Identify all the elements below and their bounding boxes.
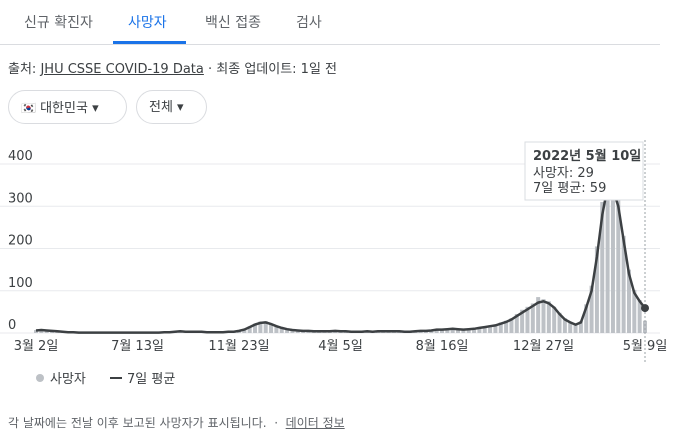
bar [643, 320, 647, 333]
bar [584, 304, 589, 333]
bar [34, 330, 38, 333]
y-tick-label: 0 [8, 318, 16, 333]
bar [610, 175, 615, 333]
source-link[interactable]: JHU CSSE COVID-19 Data [40, 62, 204, 77]
bar [269, 323, 274, 333]
bar [263, 321, 268, 333]
bar [568, 321, 573, 333]
bar [450, 328, 455, 333]
bar [626, 269, 631, 333]
x-tick-label: 8월 16일 [416, 339, 469, 354]
y-tick-label: 200 [8, 234, 33, 249]
bar [440, 329, 444, 333]
bar [258, 321, 263, 333]
bar [600, 202, 605, 333]
bar [632, 289, 637, 333]
bar [573, 323, 578, 333]
bar [557, 312, 562, 333]
y-tick-label: 300 [8, 191, 33, 206]
y-tick-label: 400 [8, 149, 33, 164]
bar [39, 329, 44, 333]
bar [616, 199, 621, 333]
range-dropdown[interactable]: 전체 ▾ [136, 90, 207, 124]
bar [520, 309, 525, 333]
bar [594, 246, 599, 333]
data-info-link[interactable]: 데이터 정보 [285, 416, 345, 430]
bar [285, 328, 290, 333]
bar [504, 320, 509, 333]
footer: 각 날짜에는 전날 이후 보고된 사망자가 표시됩니다. · 데이터 정보 [8, 414, 345, 431]
x-tick-label: 12월 27일 [513, 339, 574, 354]
bar [279, 327, 284, 333]
country-dropdown[interactable]: 🇰🇷 대한민국 ▾ [8, 90, 127, 124]
bar [466, 328, 471, 333]
bar [434, 329, 439, 333]
tab[interactable]: 신규 확진자 [24, 15, 93, 31]
footer-note: 각 날짜에는 전날 이후 보고된 사망자가 표시됩니다. [8, 416, 267, 430]
bar [637, 300, 642, 333]
x-tick-label: 11월 23일 [208, 339, 269, 354]
bar [552, 306, 557, 333]
bar [562, 318, 567, 333]
bar [482, 326, 487, 333]
bar [290, 329, 295, 333]
bar [477, 327, 482, 333]
updated: · 최종 업데이트: 1일 전 [208, 62, 338, 77]
bar [530, 303, 535, 333]
tab[interactable]: 검사 [296, 15, 322, 31]
tooltip-line: 7일 평균: 59 [533, 181, 606, 196]
bar [589, 285, 594, 333]
x-tick-label: 3월 2일 [14, 339, 59, 354]
x-tick-label: 5월 9일 [623, 339, 668, 354]
bar [44, 330, 49, 333]
tooltip-line: 사망자: 29 [533, 166, 594, 181]
bar [578, 321, 583, 333]
tooltip [524, 141, 644, 201]
separator: · [274, 416, 279, 430]
bar [461, 329, 466, 333]
legend-dot [36, 374, 44, 382]
bar [253, 323, 258, 333]
legend-label: 7일 평균 [127, 372, 175, 387]
y-tick-label: 100 [8, 276, 33, 291]
bar [456, 329, 461, 333]
bar [605, 168, 610, 333]
bar [247, 326, 252, 333]
source-prefix: 출처: [8, 62, 37, 77]
tab-indicator [113, 41, 186, 44]
tab[interactable]: 백신 접종 [205, 15, 261, 31]
x-tick-label: 7월 13일 [111, 339, 164, 354]
x-tick-label: 4월 5일 [318, 339, 363, 354]
bar [242, 329, 247, 333]
tab-bar: 신규 확진자 사망자 백신 접종 검사 [0, 0, 660, 45]
chart: 0 100 200 300 400 3월 2일 7월 13일 11월 23일 4월 5일 8월 1… [0, 140, 668, 387]
bar [525, 306, 530, 333]
hover-point [641, 304, 649, 313]
dropdown-label: 대한민국 [40, 101, 88, 116]
source: 출처: JHU CSSE COVID-19 Data · 최종 업데이트: 1일… [8, 58, 337, 77]
bar [493, 324, 498, 333]
bar [541, 299, 546, 333]
bar [546, 301, 551, 333]
dropdown-label: 전체 [149, 100, 173, 115]
tooltip-date: 2022년 5월 10일 [533, 148, 641, 164]
bar [488, 325, 493, 333]
bar [536, 297, 541, 333]
legend-label: 사망자 [50, 372, 86, 387]
bar [445, 328, 450, 333]
tab[interactable]: 사망자 [128, 15, 167, 31]
bar [514, 313, 519, 333]
bar [472, 328, 477, 333]
bar [509, 318, 514, 333]
average-line [35, 185, 646, 334]
bar [498, 322, 503, 333]
bar [621, 235, 626, 333]
bar [274, 326, 279, 333]
